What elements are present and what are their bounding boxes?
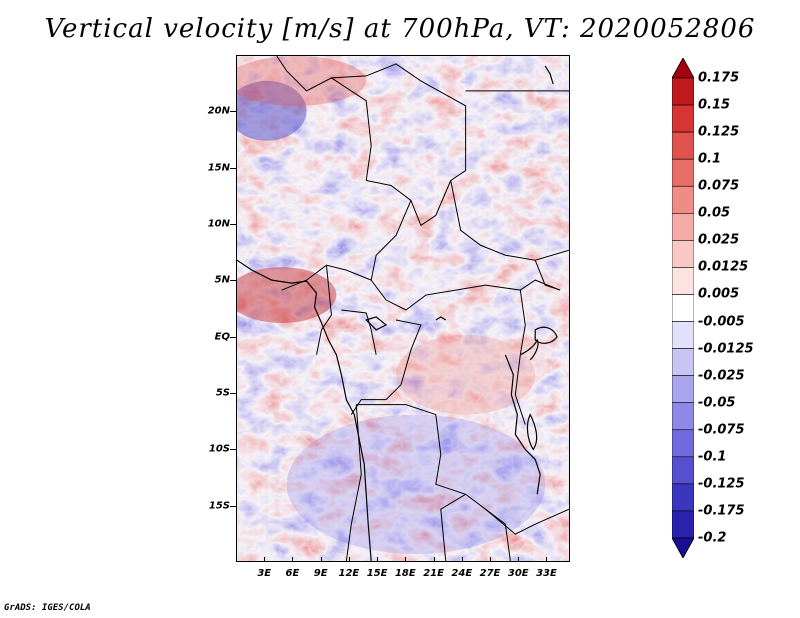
lat-tick xyxy=(230,167,236,169)
lon-label: 18E xyxy=(394,568,416,579)
lon-tick xyxy=(490,557,492,562)
lon-tick xyxy=(546,557,548,562)
lon-label: 21E xyxy=(423,568,444,579)
colorbar-level-label: -0.2 xyxy=(698,530,727,546)
lon-tick xyxy=(292,557,294,562)
velocity-map xyxy=(236,55,570,562)
lon-label: 24E xyxy=(451,568,473,579)
colorbar-segment xyxy=(672,456,694,485)
colorbar xyxy=(672,58,694,558)
colorbar-segment xyxy=(672,321,694,349)
colorbar-level-label: -0.075 xyxy=(698,422,745,438)
lon-tick xyxy=(377,557,379,562)
colorbar-level-label: 0.05 xyxy=(698,205,731,221)
colorbar-segment xyxy=(672,158,694,187)
coastlines-and-lakes xyxy=(237,65,558,561)
downdraft-region-south xyxy=(286,414,546,555)
lon-tick xyxy=(461,557,463,562)
updraft-region-central xyxy=(396,334,536,415)
colorbar-segment xyxy=(672,348,694,376)
colorbar-segment xyxy=(672,375,694,404)
colorbar-segment xyxy=(672,212,694,241)
colorbar-segment xyxy=(672,185,694,214)
velocity-field-plot xyxy=(237,56,569,561)
lat-label: 15S xyxy=(208,500,230,512)
colorbar-segment xyxy=(672,131,694,160)
lon-label: 6E xyxy=(285,568,300,579)
colorbar-segment xyxy=(672,104,694,133)
map-title: Vertical velocity [m/s] at 700hPa, VT: 2… xyxy=(44,14,756,44)
colorbar-segment xyxy=(672,510,694,539)
lon-tick xyxy=(518,557,520,562)
grads-credit: GrADS: IGES/COLA xyxy=(4,603,91,613)
colorbar-level-label: -0.175 xyxy=(698,503,745,519)
lat-tick xyxy=(230,224,236,225)
colorbar-level-label: -0.005 xyxy=(698,314,745,330)
colorbar-level-label: 0.175 xyxy=(698,70,740,86)
colorbar-level-label: 0.125 xyxy=(698,124,740,140)
downdraft-region-north xyxy=(237,80,307,141)
colorbar-level-label: -0.05 xyxy=(698,395,736,411)
lat-label: 15N xyxy=(207,162,230,174)
lon-label: 9E xyxy=(313,568,328,579)
colorbar-level-label: 0.075 xyxy=(698,178,740,194)
colorbar-max-arrow xyxy=(672,58,694,79)
colorbar-segment xyxy=(672,77,694,106)
lon-label: 12E xyxy=(338,568,360,579)
lat-tick xyxy=(230,111,236,113)
colorbar-level-label: 0.005 xyxy=(698,286,740,302)
colorbar-segment xyxy=(672,429,694,458)
colorbar-level-label: 0.15 xyxy=(698,97,731,113)
colorbar-segment xyxy=(672,483,694,512)
colorbar-segment xyxy=(672,267,694,295)
lat-tick xyxy=(230,449,236,451)
lat-tick xyxy=(230,393,236,394)
lon-tick xyxy=(405,557,407,562)
lat-label: 5N xyxy=(214,274,230,286)
colorbar-level-label: 0.1 xyxy=(698,151,722,167)
colorbar-segment xyxy=(672,240,694,268)
lat-tick xyxy=(230,336,236,338)
colorbar-level-label: -0.1 xyxy=(698,449,727,465)
lon-label: 15E xyxy=(366,568,388,579)
lat-label: EQ xyxy=(214,331,230,343)
colorbar-min-arrow xyxy=(672,537,694,558)
lon-tick xyxy=(264,557,266,562)
colorbar-segment xyxy=(672,402,694,431)
lon-label: 33E xyxy=(536,568,557,579)
lat-tick xyxy=(230,505,236,507)
lon-label: 27E xyxy=(479,568,501,579)
lat-label: 10S xyxy=(208,443,230,455)
colorbar-level-label: -0.125 xyxy=(698,476,745,492)
lat-label: 10N xyxy=(207,218,230,230)
lon-label: 3E xyxy=(257,568,272,579)
lon-tick xyxy=(320,557,322,562)
updraft-region-northwest xyxy=(237,56,367,106)
lon-label: 30E xyxy=(507,568,529,579)
lon-tick xyxy=(348,557,350,562)
colorbar-level-label: -0.0125 xyxy=(698,341,754,357)
lat-label: 20N xyxy=(207,105,230,117)
strong-updraft-region xyxy=(237,267,337,323)
lon-tick xyxy=(433,557,435,562)
colorbar-level-label: 0.025 xyxy=(698,232,740,248)
lat-tick xyxy=(230,280,236,282)
colorbar-level-label: -0.025 xyxy=(698,368,745,384)
colorbar-level-label: 0.0125 xyxy=(698,259,749,275)
lat-label: 5S xyxy=(215,387,230,399)
colorbar-segment xyxy=(672,294,694,322)
